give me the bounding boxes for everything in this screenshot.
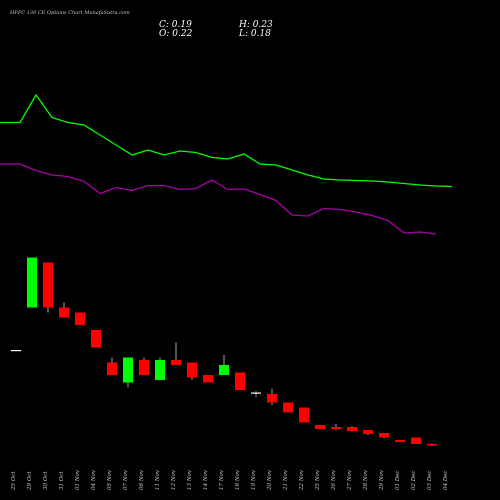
candle-body [427, 444, 437, 446]
candle [59, 302, 69, 318]
x-tick-label: 25 Oct [11, 471, 17, 491]
candle-body [267, 394, 277, 403]
x-tick-label: 27 Nov [347, 469, 353, 491]
x-tick-label: 28 Nov [363, 469, 369, 491]
candle [171, 342, 181, 365]
candle-body [91, 330, 101, 348]
x-tick-label: 01 Nov [75, 469, 81, 490]
candle-body [315, 425, 325, 429]
candle-body [379, 433, 389, 438]
candle [187, 362, 197, 380]
x-tick-label: 04 Nov [91, 469, 97, 490]
x-tick-label: 17 Nov [219, 469, 225, 490]
candle [395, 440, 405, 442]
candle-body [411, 437, 421, 444]
x-tick-label: 03 Dec [427, 471, 433, 491]
candle [123, 357, 133, 388]
close-price-label: C: 0.19 [159, 20, 192, 30]
candle [139, 357, 149, 375]
x-tick-label: 29 Oct [27, 471, 33, 491]
candle-body [363, 430, 373, 434]
candle [427, 443, 437, 446]
candle [235, 372, 245, 390]
candle-body [59, 307, 69, 318]
candle-body [283, 402, 293, 413]
candle [331, 424, 341, 430]
x-tick-label: 22 Nov [299, 469, 305, 491]
x-tick-label: 21 Nov [283, 469, 289, 491]
x-tick-label: 05 Nov [107, 469, 113, 490]
candle [363, 430, 373, 435]
x-tick-label: 26 Nov [331, 469, 337, 491]
x-tick-label: 04 Dec [443, 471, 449, 491]
candle [43, 262, 53, 313]
candle-body [11, 350, 21, 352]
candle-body [75, 312, 85, 325]
open-price-label: O: 0.22 [159, 29, 193, 39]
candle [155, 357, 165, 380]
x-tick-label: 02 Dec [411, 471, 417, 491]
candle [251, 391, 261, 398]
candle [267, 388, 277, 405]
candle-body [139, 360, 149, 375]
x-tick-label: 01 Dec [395, 471, 401, 491]
candle [11, 350, 21, 352]
candle-body [187, 362, 197, 378]
low-price-label: L: 0.18 [238, 29, 271, 39]
x-tick-label: 29 Nov [379, 469, 385, 491]
candle-body [171, 360, 181, 365]
x-tick-label: 07 Nov [123, 469, 129, 490]
x-tick-label: 19 Nov [251, 469, 257, 490]
chart-title: HFFC 130 CE Options Chart MunafaSutra.co… [9, 10, 130, 16]
candle-body [219, 365, 229, 375]
candle-body [107, 362, 117, 375]
candles-layer [11, 257, 437, 446]
candle-body [43, 262, 53, 308]
candle [299, 407, 309, 423]
candle [347, 426, 357, 432]
x-tick-label: 11 Nov [155, 469, 161, 490]
candle-body [203, 375, 213, 383]
candle [283, 402, 293, 413]
candle-body [123, 357, 133, 383]
ma-fast-line [0, 93, 453, 188]
candle [107, 357, 117, 375]
candle [219, 355, 229, 375]
x-tick-label: 14 Nov [203, 469, 209, 490]
candle [27, 257, 37, 308]
candle-body [235, 372, 245, 390]
candle-body [251, 392, 261, 394]
candle [411, 437, 421, 444]
candle-body [331, 427, 341, 429]
x-tick-label: 12 Nov [171, 469, 177, 490]
candle [91, 330, 101, 348]
candle [379, 433, 389, 439]
x-tick-label: 31 Oct [59, 471, 65, 490]
candle-body [299, 407, 309, 423]
x-tick-label: 25 Nov [315, 469, 321, 491]
candle-body [27, 257, 37, 308]
candle [315, 425, 325, 429]
high-price-label: H: 0.23 [238, 20, 273, 30]
x-tick-label: 13 Nov [187, 469, 193, 490]
x-tick-label: 20 Nov [267, 469, 273, 491]
moving-average-layer [0, 93, 453, 235]
candle-body [155, 360, 165, 380]
candle-body [395, 440, 405, 442]
candle-body [347, 427, 357, 431]
x-tick-label: 08 Nov [139, 469, 145, 490]
x-tick-label: 30 Oct [43, 471, 49, 490]
candle [75, 312, 85, 325]
x-axis-ticks: 25 Oct 29 Oct 30 Oct 31 Oct 01 Nov 04 Nov 05 N… [11, 469, 449, 491]
x-tick-label: 18 Nov [235, 469, 241, 490]
ma-slow-line [0, 163, 437, 235]
candle [203, 375, 213, 383]
